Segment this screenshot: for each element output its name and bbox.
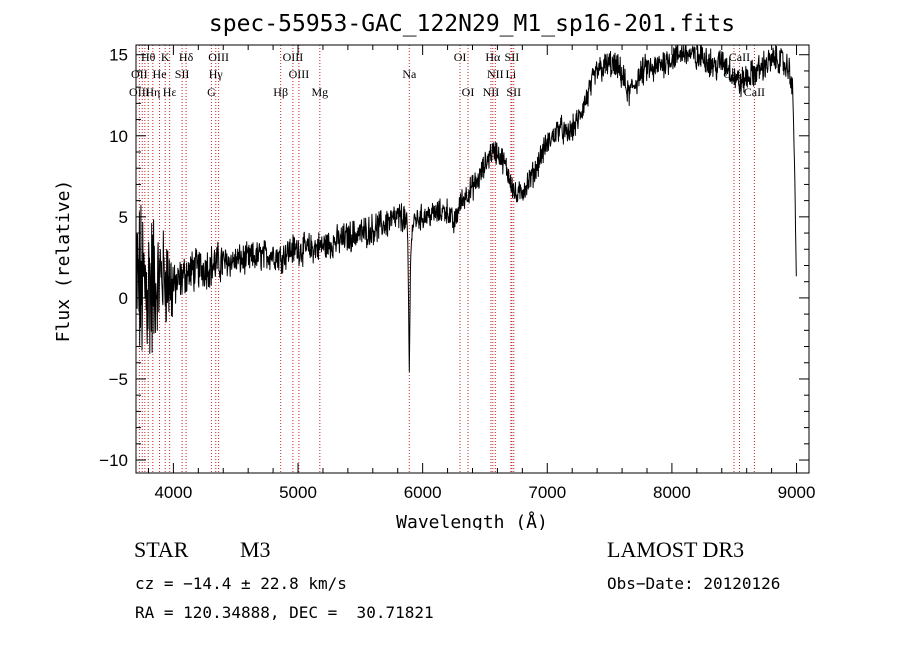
spectrum-chart: spec-55953-GAC_122N29_M1_sp16-201.fits H… — [53, 11, 815, 530]
line-label: OIII — [289, 67, 310, 81]
y-tick-label: 15 — [109, 46, 128, 65]
line-label: Hα — [485, 50, 501, 64]
line-label: Na — [402, 67, 417, 81]
y-axis-label: Flux (relative) — [53, 180, 74, 343]
x-tick-label: 6000 — [404, 483, 442, 502]
line-label: Hβ — [273, 85, 288, 99]
line-label: OII — [131, 67, 148, 81]
survey-name: LAMOST DR3 — [607, 537, 745, 562]
line-label: OI — [454, 50, 467, 64]
x-tick-label: 8000 — [653, 483, 691, 502]
line-label: Hδ — [179, 50, 194, 64]
x-tick-label: 4000 — [154, 483, 192, 502]
y-tick-label: 5 — [119, 208, 128, 227]
observation-date: Obs−Date: 20120126 — [607, 574, 781, 593]
line-label: NII — [487, 67, 504, 81]
line-label: CaII — [744, 85, 765, 99]
line-label: Hθ — [141, 50, 156, 64]
y-tick-label: −10 — [99, 451, 128, 470]
ra-dec-coordinates: RA = 120.34888, DEC = 30.71821 — [135, 603, 434, 622]
x-axis-label: Wavelength (Å) — [396, 511, 548, 530]
line-label: SII — [506, 85, 521, 99]
y-tick-label: 10 — [109, 127, 128, 146]
line-label: OIII — [283, 50, 304, 64]
y-tick-label: 0 — [119, 289, 128, 308]
line-label: Hγ — [209, 67, 224, 81]
object-subclass: M3 — [240, 537, 271, 562]
line-label: OI — [462, 85, 475, 99]
line-label: OIII — [208, 50, 229, 64]
spectrum-line — [135, 45, 797, 372]
line-labels: Hθ K Hδ OIII OIII OI Hα SII CaII OII He SII Hγ OIII Na… — [129, 50, 765, 99]
x-tick-label: 7000 — [528, 483, 566, 502]
line-label: He — [153, 67, 167, 81]
line-label: SII — [175, 67, 190, 81]
line-label: Hε — [163, 85, 177, 99]
line-label: Hη — [145, 85, 160, 99]
chart-title: spec-55953-GAC_122N29_M1_sp16-201.fits — [209, 11, 735, 37]
line-label: SII — [505, 50, 520, 64]
object-class: STAR — [134, 537, 189, 562]
line-label: G — [207, 85, 216, 99]
spectrum-layer — [135, 45, 797, 372]
line-label: Li — [506, 67, 517, 81]
line-label: K — [161, 50, 170, 64]
line-label: OIII — [129, 85, 150, 99]
line-label: CaII — [729, 50, 750, 64]
redshift-velocity: cz = −14.4 ± 22.8 km/s — [135, 574, 347, 593]
x-tick-label: 9000 — [778, 483, 816, 502]
line-label: NII — [483, 85, 500, 99]
x-tick-label: 5000 — [279, 483, 317, 502]
y-tick-label: −5 — [109, 370, 128, 389]
axis-ticks: 4000 5000 6000 7000 8000 9000 −10 −5 0 5 10 15 — [99, 45, 815, 502]
line-label: Mg — [311, 85, 328, 99]
